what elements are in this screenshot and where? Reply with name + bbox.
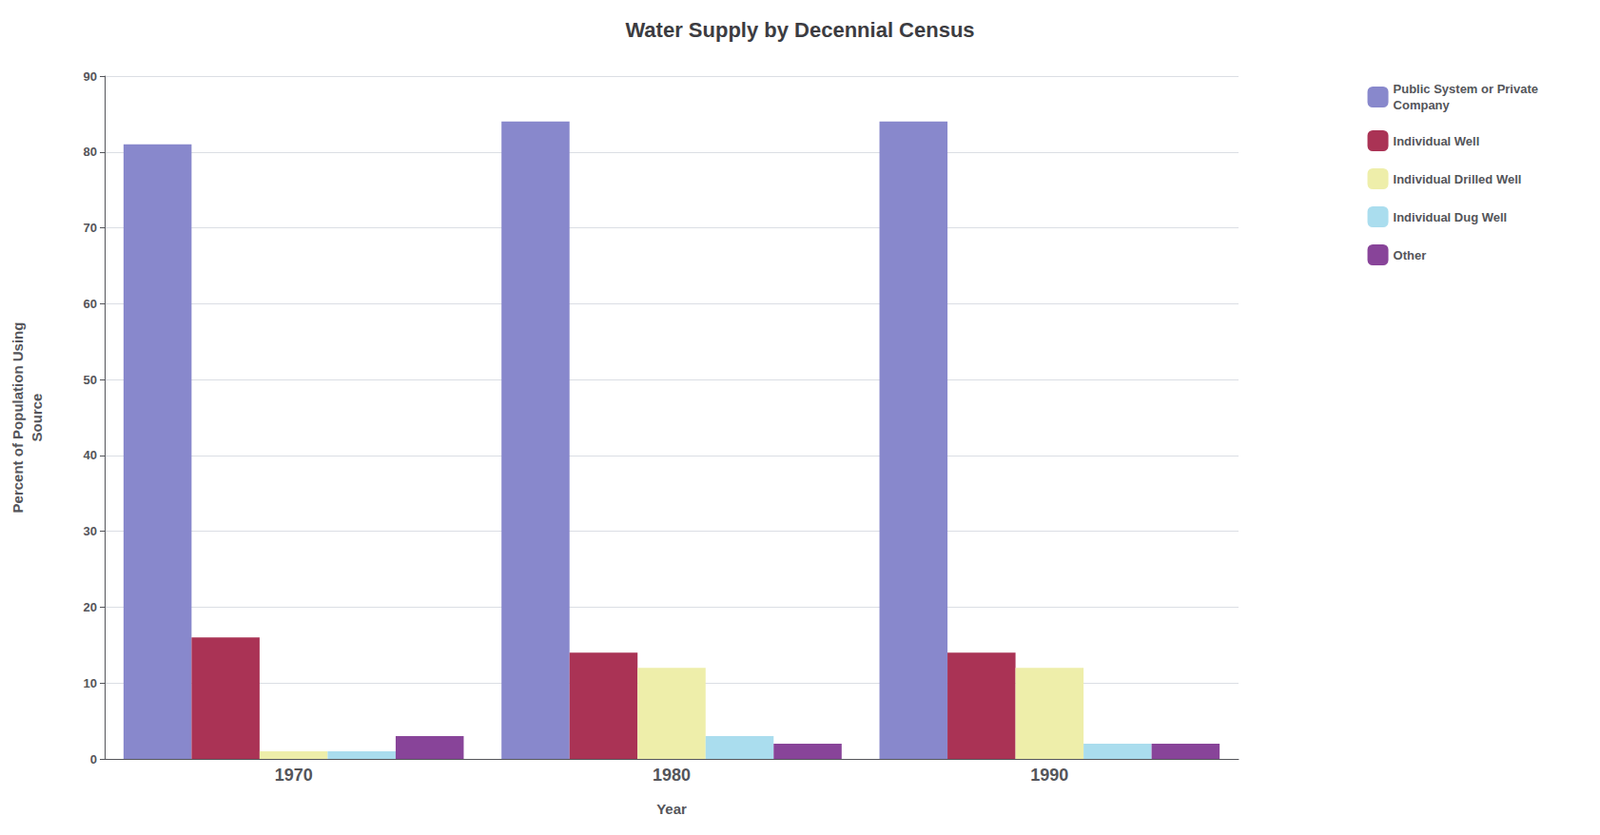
svg-text:Source: Source: [28, 393, 45, 443]
svg-text:Other: Other: [1393, 248, 1427, 263]
svg-text:0: 0: [90, 752, 98, 767]
svg-text:80: 80: [83, 144, 98, 159]
svg-text:30: 30: [83, 524, 98, 539]
svg-text:Public System or Private: Public System or Private: [1393, 81, 1539, 97]
svg-text:Percent of Population Using: Percent of Population Using: [9, 322, 26, 514]
svg-text:Company: Company: [1393, 97, 1451, 113]
svg-text:20: 20: [83, 600, 98, 615]
svg-text:1990: 1990: [1030, 765, 1069, 785]
svg-text:60: 60: [83, 296, 98, 312]
svg-text:1980: 1980: [652, 765, 691, 785]
svg-text:Individual Drilled Well: Individual Drilled Well: [1393, 172, 1522, 187]
svg-text:90: 90: [83, 69, 98, 84]
svg-text:1970: 1970: [274, 765, 313, 785]
svg-text:Water Supply by Decennial Cens: Water Supply by Decennial Census: [624, 18, 975, 42]
svg-text:10: 10: [83, 676, 98, 691]
svg-text:Individual Well: Individual Well: [1393, 134, 1481, 149]
svg-text:70: 70: [83, 220, 98, 235]
svg-text:50: 50: [83, 372, 98, 388]
svg-text:Year: Year: [656, 800, 687, 818]
svg-text:40: 40: [83, 448, 98, 463]
svg-text:Individual Dug Well: Individual Dug Well: [1393, 210, 1508, 225]
